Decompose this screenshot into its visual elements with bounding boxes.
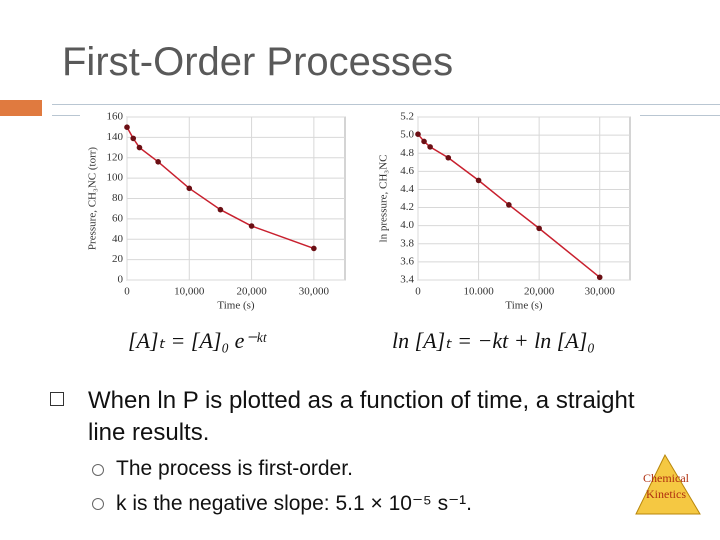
y-tick-label: 5.0: [400, 129, 414, 141]
x-tick-label: 10,000: [174, 286, 205, 298]
data-point: [130, 135, 137, 142]
y-tick-label: 5.2: [400, 111, 414, 123]
plot-area: [417, 116, 631, 281]
data-point: [217, 206, 224, 213]
logo-text: Chemical: [643, 471, 690, 485]
y-tick-label: 4.8: [400, 147, 414, 159]
data-point: [415, 131, 421, 138]
x-tick-label: 0: [415, 286, 421, 298]
sub-bullet-icon: [92, 498, 104, 510]
logo-triangle: [635, 453, 701, 515]
y-tick-label: 80: [112, 192, 124, 204]
slide-title: First-Order Processes: [62, 40, 454, 84]
y-axis-label: Pressure, CH₃NC (torr): [87, 147, 99, 250]
x-tick-label: 10.000: [463, 286, 494, 298]
x-tick-label: 0: [124, 286, 130, 298]
data-point: [136, 144, 143, 151]
accent-bar: [0, 100, 42, 116]
y-tick-label: 120: [107, 151, 124, 163]
y-tick-label: 160: [107, 111, 124, 123]
y-tick-label: 0: [118, 274, 124, 286]
data-point: [536, 225, 542, 232]
y-tick-label: 3.4: [400, 274, 414, 286]
y-tick-label: 60: [112, 212, 124, 224]
sub-bullet-text: The process is first-order.: [116, 457, 353, 480]
x-axis-label: Time (s): [217, 300, 255, 312]
bullet-icon: [50, 392, 64, 406]
y-tick-label: 4.2: [400, 201, 414, 213]
data-point: [445, 154, 452, 161]
y-axis-label: ln pressure, CH₃NC: [378, 155, 390, 243]
data-point: [124, 124, 130, 130]
x-tick-label: 20,000: [524, 286, 555, 298]
data-point: [186, 185, 193, 192]
y-tick-label: 40: [112, 233, 124, 245]
data-point: [506, 202, 512, 208]
data-point: [248, 223, 255, 229]
y-tick-label: 20: [112, 253, 124, 265]
x-axis-label: Time (s): [505, 300, 543, 312]
logo-text: Kinetics: [646, 487, 686, 501]
x-tick-label: 30,000: [299, 286, 330, 298]
data-point: [475, 177, 482, 184]
data-point: [155, 159, 161, 165]
y-tick-label: 4.0: [400, 219, 414, 231]
data-point: [427, 144, 433, 150]
sub-bullet-icon: [92, 464, 104, 476]
equation: [A]ₜ = [A]₀ e⁻ᵏᵗ: [128, 328, 267, 353]
y-tick-label: 4.4: [400, 183, 414, 195]
equation: ln [A]ₜ = −kt + ln [A]₀: [392, 328, 595, 353]
y-tick-label: 3.6: [400, 255, 414, 267]
data-point: [421, 138, 427, 145]
data-point: [596, 274, 603, 281]
y-tick-label: 3.8: [400, 237, 414, 249]
y-tick-label: 4.6: [400, 165, 414, 177]
y-tick-label: 100: [107, 172, 124, 184]
bullet-text: When ln P is plotted as a function of ti…: [88, 387, 635, 446]
x-tick-label: 30,000: [585, 286, 616, 298]
data-point: [311, 245, 317, 252]
y-tick-label: 140: [107, 131, 124, 143]
x-tick-label: 20,000: [236, 286, 267, 298]
sub-bullet-text: k is the negative slope: 5.1 × 10⁻⁵ s⁻¹.: [116, 492, 472, 515]
